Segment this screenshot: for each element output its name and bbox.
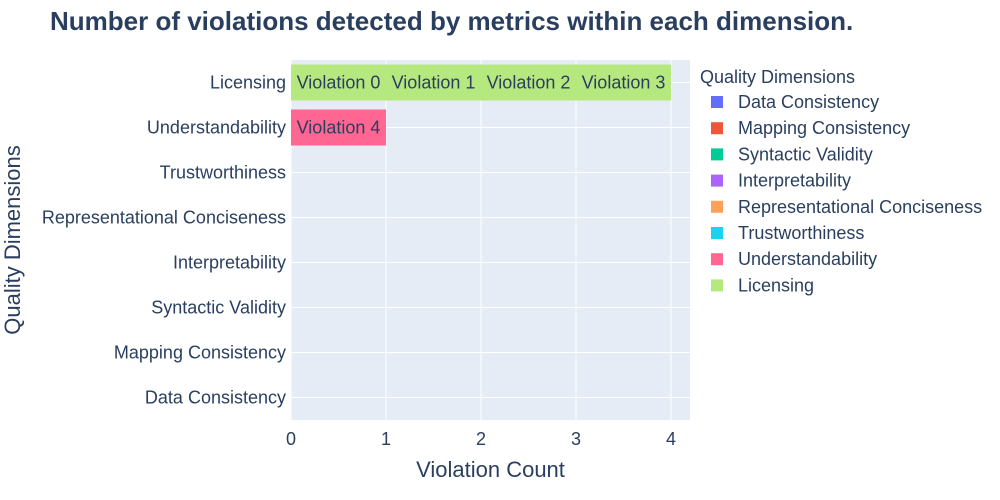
legend-swatch-representational-conciseness[interactable] xyxy=(711,200,723,213)
y-tick-trustworthiness: Trustworthiness xyxy=(160,163,286,183)
legend-title: Quality Dimensions xyxy=(700,67,855,87)
x-tick-4: 4 xyxy=(666,429,676,449)
x-tick-2: 2 xyxy=(476,429,486,449)
legend-label-representational-conciseness[interactable]: Representational Conciseness xyxy=(738,197,982,217)
y-tick-mapping-consistency: Mapping Consistency xyxy=(114,343,286,363)
legend-label-syntactic-validity[interactable]: Syntactic Validity xyxy=(738,144,873,164)
legend: Quality Dimensions Data Consistency Mappi… xyxy=(700,67,982,295)
legend-label-licensing[interactable]: Licensing xyxy=(738,275,814,295)
legend-swatch-data-consistency[interactable] xyxy=(711,96,723,108)
y-tick-interpretability: Interpretability xyxy=(173,253,286,273)
bar-label-violation-4: Violation 4 xyxy=(297,118,381,138)
y-tick-data-consistency: Data Consistency xyxy=(145,388,286,408)
bar-licensing-violation-0[interactable] xyxy=(291,64,386,101)
y-tick-understandability: Understandability xyxy=(147,118,286,138)
legend-swatch-understandability[interactable] xyxy=(711,253,723,266)
bar-label-violation-1: Violation 1 xyxy=(392,73,476,93)
gridlines xyxy=(290,60,690,420)
bar-licensing-violation-2[interactable] xyxy=(481,64,576,101)
x-tick-3: 3 xyxy=(571,429,581,449)
bar-label-violation-3: Violation 3 xyxy=(582,73,666,93)
x-axis-label: Violation Count xyxy=(416,457,565,482)
legend-swatch-interpretability[interactable] xyxy=(711,174,723,187)
y-tick-licensing: Licensing xyxy=(210,73,286,93)
y-axis-ticks: Data Consistency Mapping Consistency Synta… xyxy=(42,73,286,408)
x-tick-1: 1 xyxy=(381,429,391,449)
legend-label-interpretability[interactable]: Interpretability xyxy=(738,171,851,191)
legend-label-trustworthiness[interactable]: Trustworthiness xyxy=(738,223,864,243)
legend-label-data-consistency[interactable]: Data Consistency xyxy=(738,92,879,112)
x-tick-0: 0 xyxy=(286,429,296,449)
legend-swatch-trustworthiness[interactable] xyxy=(711,227,723,239)
chart-title: Number of violations detected by metrics… xyxy=(50,6,853,36)
bar-label-violation-2: Violation 2 xyxy=(487,73,571,93)
bar-licensing-violation-3[interactable] xyxy=(576,64,671,101)
bar-licensing-violation-1[interactable] xyxy=(386,64,481,101)
y-axis-label: Quality Dimensions xyxy=(0,145,25,335)
bar-understandability-violation-4[interactable] xyxy=(291,109,386,146)
legend-swatch-mapping-consistency[interactable] xyxy=(711,122,723,135)
y-tick-syntactic-validity: Syntactic Validity xyxy=(151,298,286,318)
legend-swatch-syntactic-validity[interactable] xyxy=(711,148,723,161)
legend-label-understandability[interactable]: Understandability xyxy=(738,249,877,269)
x-axis-ticks: 0 1 2 3 4 xyxy=(286,429,676,449)
legend-label-mapping-consistency[interactable]: Mapping Consistency xyxy=(738,118,910,138)
y-tick-representational-conciseness: Representational Conciseness xyxy=(42,208,286,228)
bar-label-violation-0: Violation 0 xyxy=(297,73,381,93)
legend-swatch-licensing[interactable] xyxy=(711,279,723,292)
bars: Violation 0 Violation 1 Violation 2 Violati… xyxy=(291,64,671,146)
